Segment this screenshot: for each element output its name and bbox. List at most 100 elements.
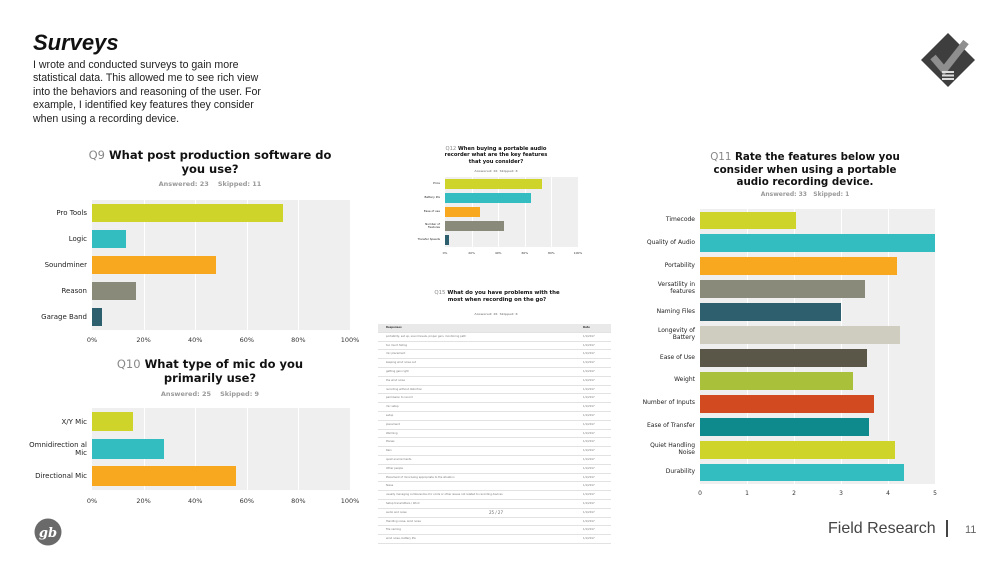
tick-label: 80% — [291, 497, 306, 505]
response-date: 1/1/2017 — [583, 405, 595, 409]
bar — [445, 234, 449, 246]
tick-label: 100% — [573, 251, 583, 255]
category-label: Longevity of Battery — [657, 327, 695, 342]
bar — [92, 439, 165, 459]
category-label: Durability — [665, 468, 695, 476]
category-label: Quiet Handling Noise — [650, 441, 695, 456]
bar — [445, 206, 480, 218]
table-row: Planes 1/1/2017 — [378, 438, 611, 448]
bar — [700, 211, 797, 230]
bar — [92, 411, 134, 432]
tick-label: 5 — [933, 490, 937, 497]
answered-skipped: Answered: 23 Skipped: 11 — [80, 180, 340, 188]
response-text: mic setup — [386, 405, 399, 409]
bar — [700, 417, 870, 436]
category-label: X/Y Mic — [61, 417, 88, 426]
response-text: Placement of mics being appropriate to t… — [386, 475, 455, 479]
table-row: permission to record 1/1/2017 — [378, 394, 611, 404]
answered-skipped: Answered: 25 Skipped: 9 — [80, 390, 340, 398]
pagination[interactable]: 25 / 27 — [488, 510, 504, 515]
category-label: Omnidirection al Mic — [29, 440, 87, 457]
tick-label: 80% — [548, 251, 555, 255]
tick-label: 2 — [792, 490, 796, 497]
category-label: Directional Mic — [35, 472, 87, 481]
table-row: Handling noise, wind noise 1/1/2017 — [378, 518, 611, 527]
tick-label: 40% — [187, 336, 203, 344]
bar — [445, 192, 532, 204]
tick-label: 0% — [442, 251, 448, 255]
question-number: Q11 — [710, 151, 732, 163]
tick-label: 3 — [839, 490, 843, 497]
tick-label: 60% — [239, 497, 255, 505]
gridline — [195, 408, 197, 490]
bar — [700, 349, 867, 367]
question-text: Rate the features below you consider whe… — [713, 151, 900, 188]
question-text: What post production software do you use… — [108, 148, 332, 176]
response-date: 1/1/2017 — [583, 528, 595, 532]
category-label: Quality of Audio — [646, 238, 695, 246]
tick-label: 60% — [521, 251, 529, 255]
table-row: usually managing cumbersome mic cords or… — [378, 491, 611, 500]
answered-count: Answered: 26 — [474, 312, 498, 316]
response-text: Setup transmitters / Wind — [386, 501, 420, 505]
category-label: Portability — [664, 261, 695, 269]
plot-area — [445, 177, 579, 247]
category-label: Transfer Speeds — [417, 237, 440, 242]
table-row: Other people 1/1/2017 — [378, 465, 611, 474]
table-row: the wind noise 1/1/2017 — [378, 377, 611, 386]
response-date: 1/1/2017 — [583, 422, 595, 426]
footer-divider — [946, 520, 948, 537]
response-date: 1/1/2017 — [583, 431, 595, 435]
response-text: keeping wind noise out — [386, 361, 417, 365]
plot-area — [700, 209, 936, 484]
answered-skipped: Answered: 33 Skipped: 1 — [705, 191, 905, 198]
skipped-count: Skipped: 11 — [217, 180, 262, 188]
gridline — [298, 408, 300, 490]
question-text: When buying a portable audio recorder wh… — [444, 146, 548, 165]
table-row: keeping wind noise out 1/1/2017 — [378, 359, 611, 368]
gridline — [498, 177, 500, 247]
question-number: Q15 — [434, 290, 446, 296]
table-row: File naming 1/1/2017 — [378, 526, 611, 536]
response-date: 1/1/2017 — [583, 396, 595, 400]
gb-logo-icon: gb — [34, 518, 62, 546]
category-label: Naming Files — [656, 307, 695, 315]
tick-label: 1 — [745, 490, 749, 497]
bar — [700, 303, 841, 322]
table-row: mic setup 1/1/2017 — [378, 403, 611, 412]
skipped-count: Skipped: 9 — [220, 390, 260, 398]
answered-count: Answered: 25 — [160, 390, 212, 398]
responses-header: Responses — [386, 326, 402, 329]
category-label: Price — [433, 181, 440, 186]
table-row: audio and noise 1/1/2017 — [378, 509, 611, 518]
page-title: Surveys — [33, 30, 119, 55]
chart-title: Q15 What do you have problems with the m… — [432, 290, 562, 303]
response-text: the wind noise — [386, 378, 405, 382]
gridline — [298, 200, 300, 330]
gridline — [350, 408, 351, 490]
answered-count: Answered: 33 — [760, 191, 807, 198]
response-date: 1/1/2017 — [583, 361, 595, 365]
tick-label: 0% — [86, 497, 98, 505]
category-label: Garage Band — [41, 312, 87, 321]
plot-area — [92, 200, 351, 330]
response-date: 1/1/2017 — [583, 413, 595, 417]
svg-text:gb: gb — [39, 526, 57, 541]
footer-section-label: Field Research — [828, 520, 936, 537]
bar — [92, 307, 103, 327]
bar — [92, 255, 216, 275]
bar — [700, 326, 900, 344]
response-text: mic placement — [386, 352, 406, 356]
category-label: Weight — [674, 376, 695, 384]
response-date: 1/1/2017 — [583, 378, 595, 382]
table-row: portability, set up, sound levels, prope… — [378, 333, 611, 342]
response-text: Handling noise, wind noise — [386, 519, 421, 523]
skipped-count: Skipped: 1 — [813, 191, 850, 198]
page-number: 11 — [965, 524, 977, 536]
gridline — [551, 177, 553, 247]
question-number: Q10 — [116, 357, 141, 371]
category-label: Number of Features — [425, 221, 440, 229]
response-date: 1/1/2017 — [583, 501, 595, 505]
gridline — [747, 209, 748, 484]
gridline — [578, 177, 579, 247]
